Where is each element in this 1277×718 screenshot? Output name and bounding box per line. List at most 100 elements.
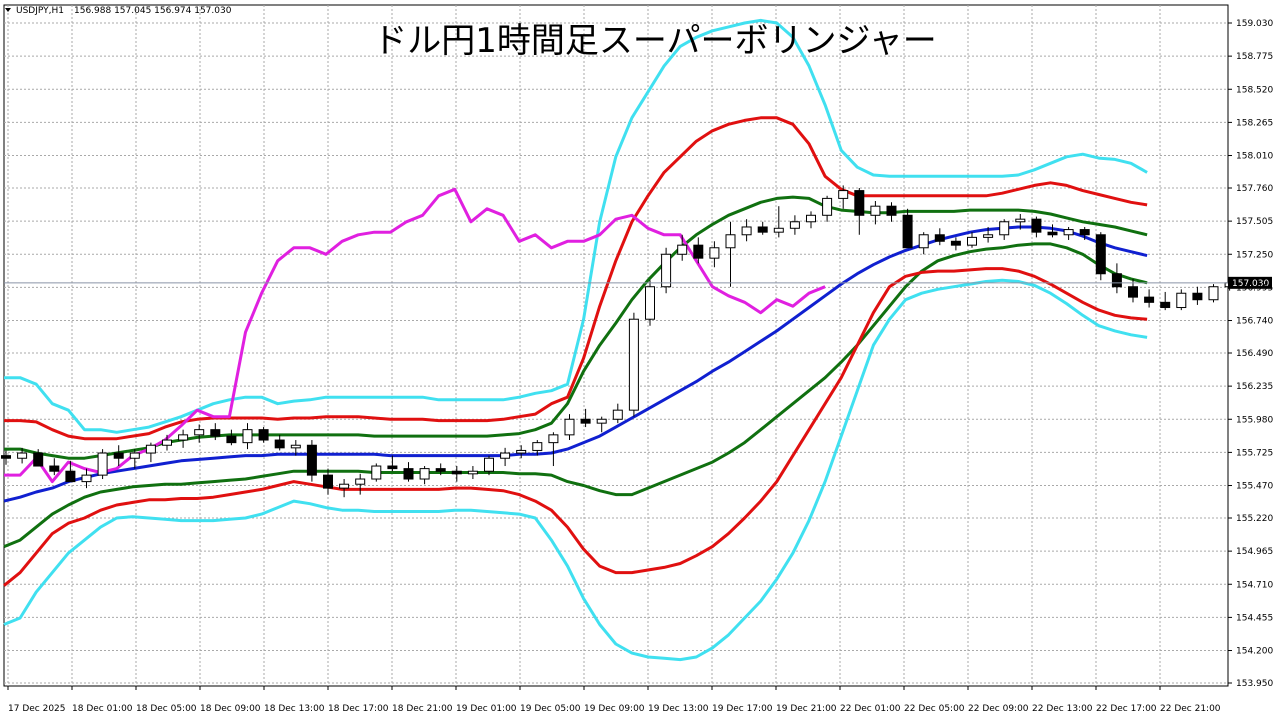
- x-tick-label: 18 Dec 05:00: [136, 704, 197, 714]
- candle: [677, 234, 688, 261]
- candle-body: [709, 247, 720, 259]
- candle: [1176, 289, 1187, 311]
- candle-body: [661, 253, 672, 288]
- candle: [274, 434, 285, 451]
- candle-body: [1095, 234, 1106, 275]
- candle-body: [339, 483, 350, 489]
- candle: [1063, 226, 1074, 240]
- candle: [419, 466, 430, 485]
- candle-body: [451, 470, 462, 475]
- candle-body: [306, 444, 317, 476]
- candle-body: [258, 429, 269, 441]
- candle-body: [323, 474, 333, 489]
- candle-body: [741, 226, 752, 236]
- candle: [1079, 226, 1090, 240]
- ohlc-label: 156.988 157.045 156.974 157.030: [74, 6, 232, 16]
- candle: [661, 247, 672, 294]
- candle: [870, 200, 881, 225]
- candle: [1031, 216, 1042, 238]
- candle-body: [403, 468, 414, 480]
- candle-body: [628, 318, 639, 411]
- candle: [902, 208, 913, 249]
- candle-body: [886, 205, 897, 216]
- y-tick-label: 155.725: [1236, 448, 1273, 458]
- candle-body: [210, 429, 221, 437]
- candle: [500, 447, 511, 467]
- y-tick-label: 158.520: [1236, 85, 1273, 95]
- candle-body: [967, 236, 977, 246]
- candle: [1160, 291, 1171, 311]
- candle: [709, 241, 720, 268]
- candle-body: [838, 190, 849, 199]
- x-tick-label: 19 Dec 21:00: [776, 704, 837, 714]
- candle: [81, 468, 92, 489]
- candle: [387, 455, 398, 472]
- collapse-triangle-icon[interactable]: [5, 8, 11, 12]
- candle: [532, 440, 543, 456]
- candle: [596, 416, 607, 433]
- y-tick-label: 157.760: [1236, 184, 1273, 194]
- candle-body: [1047, 231, 1058, 236]
- y-tick-label: 154.965: [1236, 547, 1273, 557]
- candle-body: [918, 234, 929, 249]
- x-tick-label: 18 Dec 21:00: [392, 704, 453, 714]
- candle: [1015, 213, 1026, 230]
- y-tick-label: 156.740: [1236, 317, 1273, 327]
- symbol-label: USDJPY,H1: [16, 6, 64, 16]
- y-axis: 159.030 158.775 158.520 158.265 158.010 157.7…: [1228, 19, 1273, 689]
- candle-body: [500, 452, 511, 459]
- candle-body: [97, 452, 108, 476]
- candle: [693, 237, 704, 264]
- candle: [162, 434, 172, 451]
- candle-body: [290, 444, 301, 449]
- candle: [129, 449, 140, 469]
- candle: [17, 447, 28, 464]
- candle: [484, 455, 494, 476]
- candle-body: [484, 457, 494, 472]
- candle-body: [1063, 229, 1074, 236]
- price-tag: [1228, 276, 1272, 289]
- y-tick-label: 153.950: [1236, 679, 1273, 689]
- x-tick-label: 17 Dec 2025: [8, 704, 66, 714]
- candle: [242, 423, 253, 450]
- candle: [1111, 263, 1122, 294]
- chart-title: ドル円1時間足スーパーボリンジャー: [373, 21, 937, 61]
- candle-body: [1128, 286, 1138, 298]
- candle-body: [902, 214, 913, 249]
- candle: [934, 228, 945, 246]
- candle: [194, 424, 205, 443]
- candle: [1208, 284, 1219, 303]
- candle: [1095, 232, 1106, 281]
- series-line-3: [3, 225, 1148, 503]
- x-tick-label: 22 Dec 09:00: [968, 704, 1029, 714]
- candle-body: [1111, 273, 1122, 288]
- candle-body: [516, 449, 527, 454]
- candle-body: [773, 227, 784, 233]
- candle-body: [226, 435, 237, 444]
- candle-body: [564, 418, 575, 436]
- candle: [1192, 286, 1203, 305]
- candle: [451, 466, 462, 482]
- candle: [725, 221, 736, 287]
- candle-body: [162, 439, 172, 446]
- candle-body: [178, 434, 189, 441]
- candle: [918, 232, 929, 255]
- candle: [258, 427, 269, 443]
- x-tick-label: 18 Dec 09:00: [200, 704, 261, 714]
- candle-body: [435, 468, 446, 472]
- candle-body: [1079, 229, 1090, 236]
- series-line-7: [4, 187, 826, 484]
- x-tick-label: 19 Dec 13:00: [648, 704, 709, 714]
- candle: [467, 466, 478, 480]
- candle: [950, 237, 961, 251]
- x-tick-label: 22 Dec 05:00: [904, 704, 965, 714]
- candle-body: [580, 418, 591, 424]
- candle: [33, 449, 44, 467]
- candle-body: [548, 434, 559, 444]
- candle-body: [789, 221, 800, 229]
- candle: [371, 463, 382, 482]
- candle: [789, 215, 800, 235]
- x-tick-label: 22 Dec 21:00: [1160, 704, 1221, 714]
- candle: [226, 429, 237, 446]
- candle-body: [645, 286, 655, 320]
